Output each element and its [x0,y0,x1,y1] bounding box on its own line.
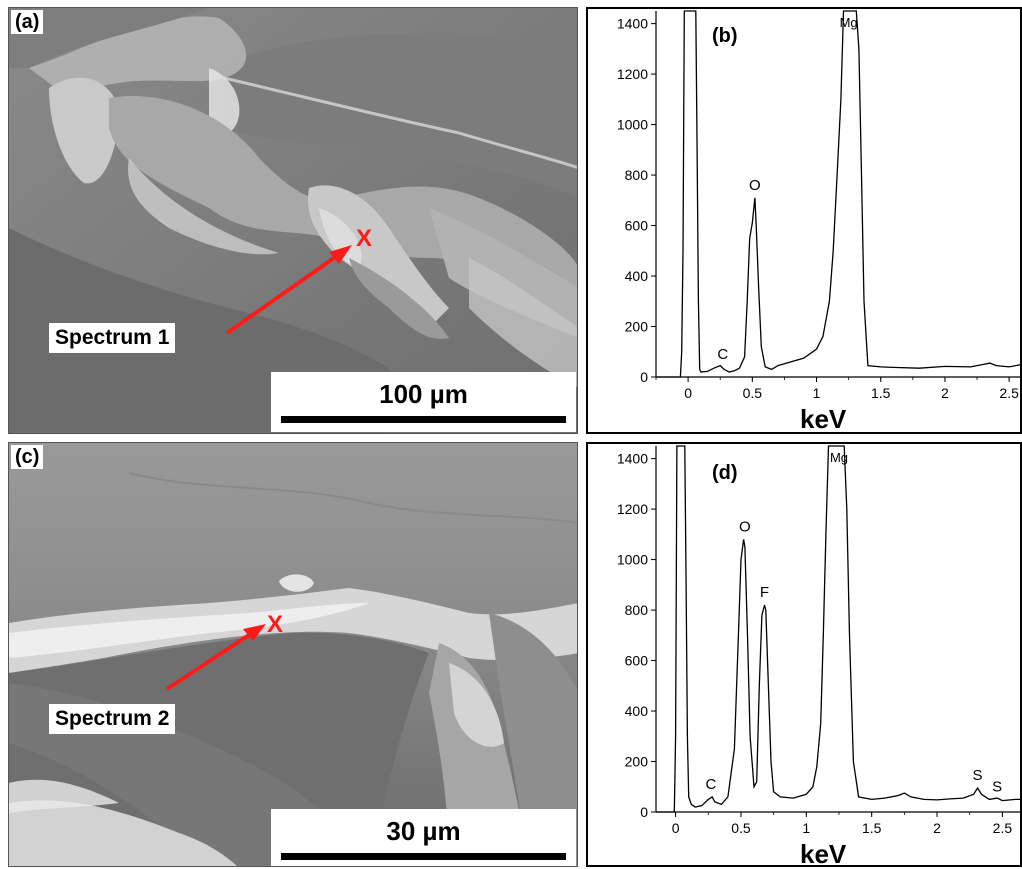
panel-label-c: (c) [11,445,44,469]
peak-label-d: O [739,518,751,535]
panel-label-b: (b) [712,25,738,47]
y-tick-label-d: 400 [625,703,649,719]
panel-label-a: (a) [11,10,44,34]
spectrum-marker-c: X [267,611,284,638]
y-tick-label-b: 800 [625,167,649,183]
y-tick-label-b: 200 [625,319,649,335]
x-axis-label-d: keV [800,839,847,869]
peak-label-d: F [760,584,769,601]
spectrum-line-d [656,445,1022,813]
x-tick-label-b: 0 [684,385,692,401]
y-tick-label-b: 400 [625,268,649,284]
sem-texture-a [9,8,577,433]
scale-bar-box-c: 30 µm [271,809,576,866]
x-tick-label-b: 0.5 [743,385,763,401]
y-tick-label-d: 200 [625,754,649,770]
peak-label-d: C [705,776,716,793]
peak-label-d: Mg [830,450,848,465]
sem-image-c: (c) X Spectrum 2 30 µm [8,442,578,867]
x-tick-label-b: 2 [941,385,949,401]
scale-bar-c [281,853,566,860]
y-tick-label-b: 1400 [617,16,648,32]
sem-image-a: (a) X Spectrum 1 100 µm [8,7,578,434]
scale-bar-box-a: 100 µm [271,372,576,432]
x-tick-label-d: 1 [802,820,810,836]
x-tick-label-d: 1.5 [862,820,882,836]
y-tick-label-b: 1200 [617,66,648,82]
y-tick-label-d: 600 [625,653,649,669]
scale-text-a: 100 µm [379,379,468,409]
y-tick-label-b: 0 [640,369,648,385]
peak-label-b: C [717,346,728,363]
y-tick-label-d: 1000 [617,552,648,568]
spectrum-label-a: Spectrum 1 [49,323,176,353]
y-tick-label-d: 1200 [617,501,648,517]
x-tick-label-d: 2 [933,820,941,836]
chart-svg-d: 0 200 400 600 800 1000 1200 1400 0 0.5 1 1.5 2 2.5 C O F… [617,445,1022,836]
x-tick-label-d: 0.5 [731,820,751,836]
y-tick-label-b: 1000 [617,117,648,133]
x-axis-label-b: keV [800,404,847,434]
y-tick-label-d: 800 [625,602,649,618]
spectrum-line-b [656,10,1022,378]
scale-text-c: 30 µm [386,816,461,846]
y-tick-label-b: 600 [625,218,649,234]
y-tick-label-d: 1400 [617,451,648,467]
x-tick-label-b: 2.5 [999,385,1019,401]
x-tick-label-d: 2.5 [993,820,1013,836]
scale-bar-a [281,416,566,423]
sem-texture-c [9,443,577,866]
peak-label-d: S [992,778,1002,795]
eds-spectrum-b: 0 200 400 600 800 1000 1200 1400 0 0.5 1 1.5 2 2.5 C O M… [586,7,1022,434]
y-tick-label-d: 0 [640,804,648,820]
peak-label-b: Mg [840,15,858,30]
chart-svg-b: 0 200 400 600 800 1000 1200 1400 0 0.5 1 1.5 2 2.5 C O M… [617,10,1022,401]
x-tick-label-b: 1 [813,385,821,401]
peak-label-b: O [749,177,761,194]
spectrum-label-c: Spectrum 2 [49,704,176,734]
x-tick-label-b: 1.5 [871,385,891,401]
peak-label-d: S [973,767,983,784]
eds-spectrum-d: 0 200 400 600 800 1000 1200 1400 0 0.5 1 1.5 2 2.5 C O F… [586,442,1022,869]
x-tick-label-d: 0 [672,820,680,836]
spectrum-marker-a: X [356,225,373,252]
panel-label-d: (d) [712,462,738,484]
